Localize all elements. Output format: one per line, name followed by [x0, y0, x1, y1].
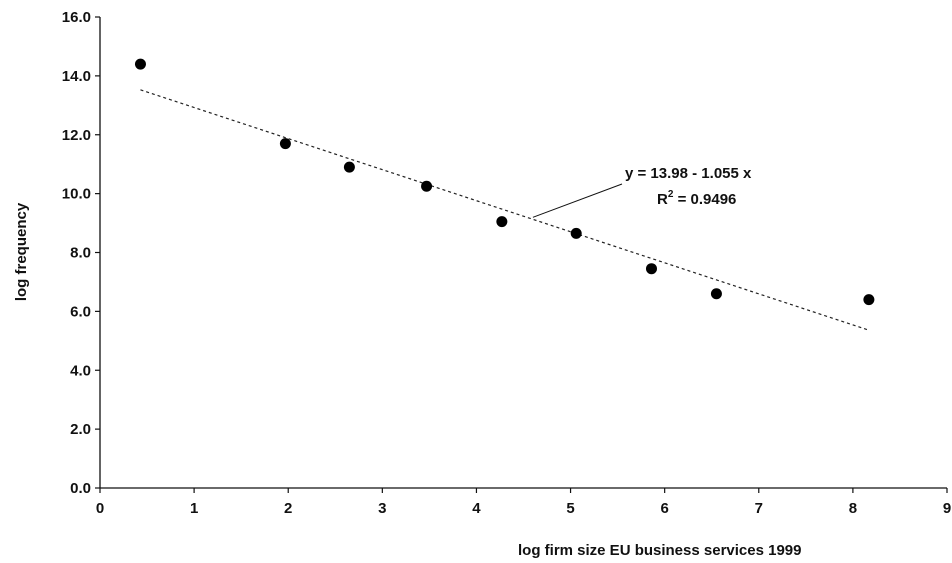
x-tick-label: 3	[378, 500, 386, 517]
r-squared-label: R2 = 0.9496	[657, 189, 736, 208]
x-tick-label: 7	[755, 500, 763, 517]
data-point	[710, 288, 722, 300]
trend-line	[140, 89, 870, 331]
axes	[99, 17, 947, 489]
trend-equation: y = 13.98 - 1.055 x	[625, 165, 752, 182]
x-tick-label: 4	[472, 500, 481, 517]
data-point	[343, 161, 355, 173]
data-point	[863, 294, 875, 306]
y-tick-label: 16.0	[62, 9, 91, 26]
data-point	[570, 227, 582, 239]
y-tick-label: 2.0	[70, 421, 91, 438]
y-ticks: 0.0 2.0 4.0 6.0 8.0 10.0 12.0 14.0 16.0	[62, 9, 100, 497]
data-point	[279, 138, 291, 150]
y-tick-label: 14.0	[62, 68, 91, 85]
equation-leader-line	[532, 183, 623, 218]
x-tick-label: 0	[96, 500, 104, 517]
x-ticks: 0 1 2 3 4 5 6 7 8 9	[96, 488, 951, 517]
x-tick-label: 6	[660, 500, 668, 517]
x-axis-title: log firm size EU business services 1999	[518, 542, 801, 559]
x-tick-label: 5	[566, 500, 574, 517]
y-axis-title: log frequency	[13, 202, 30, 301]
x-tick-label: 8	[849, 500, 857, 517]
data-point	[421, 180, 433, 192]
data-points	[134, 58, 875, 306]
y-tick-label: 10.0	[62, 186, 91, 203]
data-point	[496, 216, 508, 228]
x-tick-label: 9	[943, 500, 951, 517]
y-tick-label: 0.0	[70, 480, 91, 497]
data-point	[134, 58, 146, 70]
y-tick-label: 6.0	[70, 303, 91, 320]
y-tick-label: 12.0	[62, 127, 91, 144]
x-tick-label: 2	[284, 500, 292, 517]
data-point	[645, 263, 657, 275]
x-tick-label: 1	[190, 500, 198, 517]
y-tick-label: 8.0	[70, 245, 91, 262]
y-tick-label: 4.0	[70, 362, 91, 379]
